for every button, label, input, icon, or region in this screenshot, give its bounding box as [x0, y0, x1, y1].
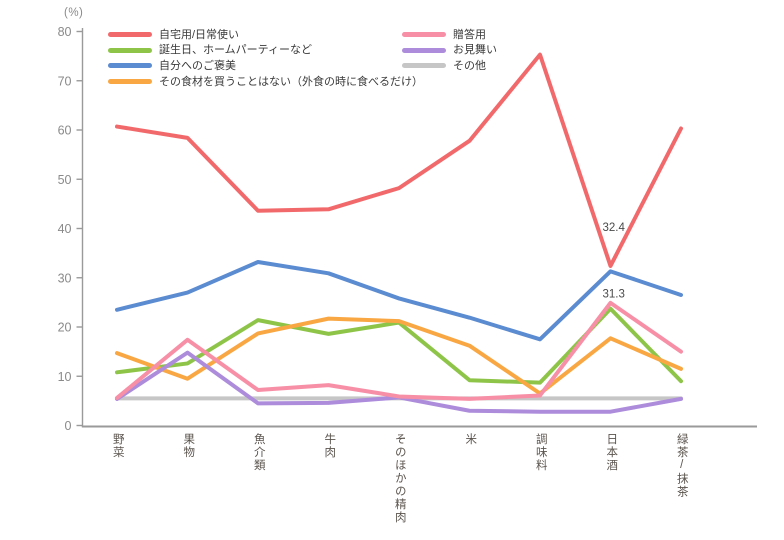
series-line-5	[115, 350, 683, 414]
legend-item-1: 誕生日、ホームパーティーなど	[108, 43, 312, 57]
legend-item-6: その他	[402, 59, 486, 73]
legend-label: その他	[453, 59, 486, 72]
annotation-32.4: 32.4	[603, 222, 626, 234]
y-tick-label-10: 10	[58, 370, 72, 384]
x-axis-label-6: 調味料	[534, 433, 547, 472]
x-axis-label-5: 米	[464, 433, 477, 446]
legend-swatch-icon	[402, 47, 446, 53]
legend-item-0: 自宅用/日常使い	[108, 28, 239, 42]
x-axis-label-1: 果物	[182, 433, 195, 459]
y-tick-label-40: 40	[58, 222, 72, 236]
legend-item-4: 贈答用	[402, 28, 486, 42]
legend-item-3: その食材を買うことはない（外食の時に食べるだけ）	[108, 75, 423, 89]
x-axis-label-3: 牛肉	[323, 433, 336, 459]
legend-swatch-icon	[108, 63, 152, 69]
legend-swatch-icon	[108, 79, 152, 85]
annotation-31.3: 31.3	[603, 288, 625, 300]
y-axis-unit-label: (%)	[64, 7, 84, 19]
series-line-3	[115, 316, 683, 396]
y-tick-label-80: 80	[58, 25, 72, 39]
legend-label: 誕生日、ホームパーティーなど	[159, 44, 313, 57]
legend-swatch-icon	[402, 63, 446, 69]
legend-swatch-icon	[108, 47, 152, 53]
x-axis-label-4: そのほかの精肉	[393, 433, 406, 524]
legend-label: 自分へのご褒美	[159, 59, 236, 72]
legend-label: その食材を買うことはない（外食の時に食べるだけ）	[159, 75, 423, 88]
y-tick-label-20: 20	[58, 321, 72, 335]
series-line-2	[115, 259, 683, 342]
series-line-4	[115, 300, 683, 401]
legend-label: お見舞い	[453, 44, 497, 57]
x-axis-label-0: 野菜	[111, 433, 124, 459]
legend-item-2: 自分へのご褒美	[108, 59, 236, 73]
x-axis-label-2: 魚介類	[252, 433, 265, 472]
x-axis-label-7: 日本酒	[605, 433, 618, 472]
y-tick-label-60: 60	[58, 124, 72, 138]
legend-swatch-icon	[108, 32, 152, 37]
legend-label: 自宅用/日常使い	[159, 28, 240, 41]
series-line-0	[115, 52, 683, 268]
y-tick-label-70: 70	[58, 74, 72, 88]
legend-swatch-icon	[402, 32, 446, 37]
legend-label: 贈答用	[453, 28, 486, 41]
y-tick-label-30: 30	[58, 271, 72, 285]
y-tick-label-0: 0	[65, 419, 72, 433]
legend-item-5: お見舞い	[402, 43, 497, 57]
x-axis-label-8: 緑茶/抹茶	[675, 433, 688, 499]
y-tick-label-50: 50	[58, 173, 72, 187]
